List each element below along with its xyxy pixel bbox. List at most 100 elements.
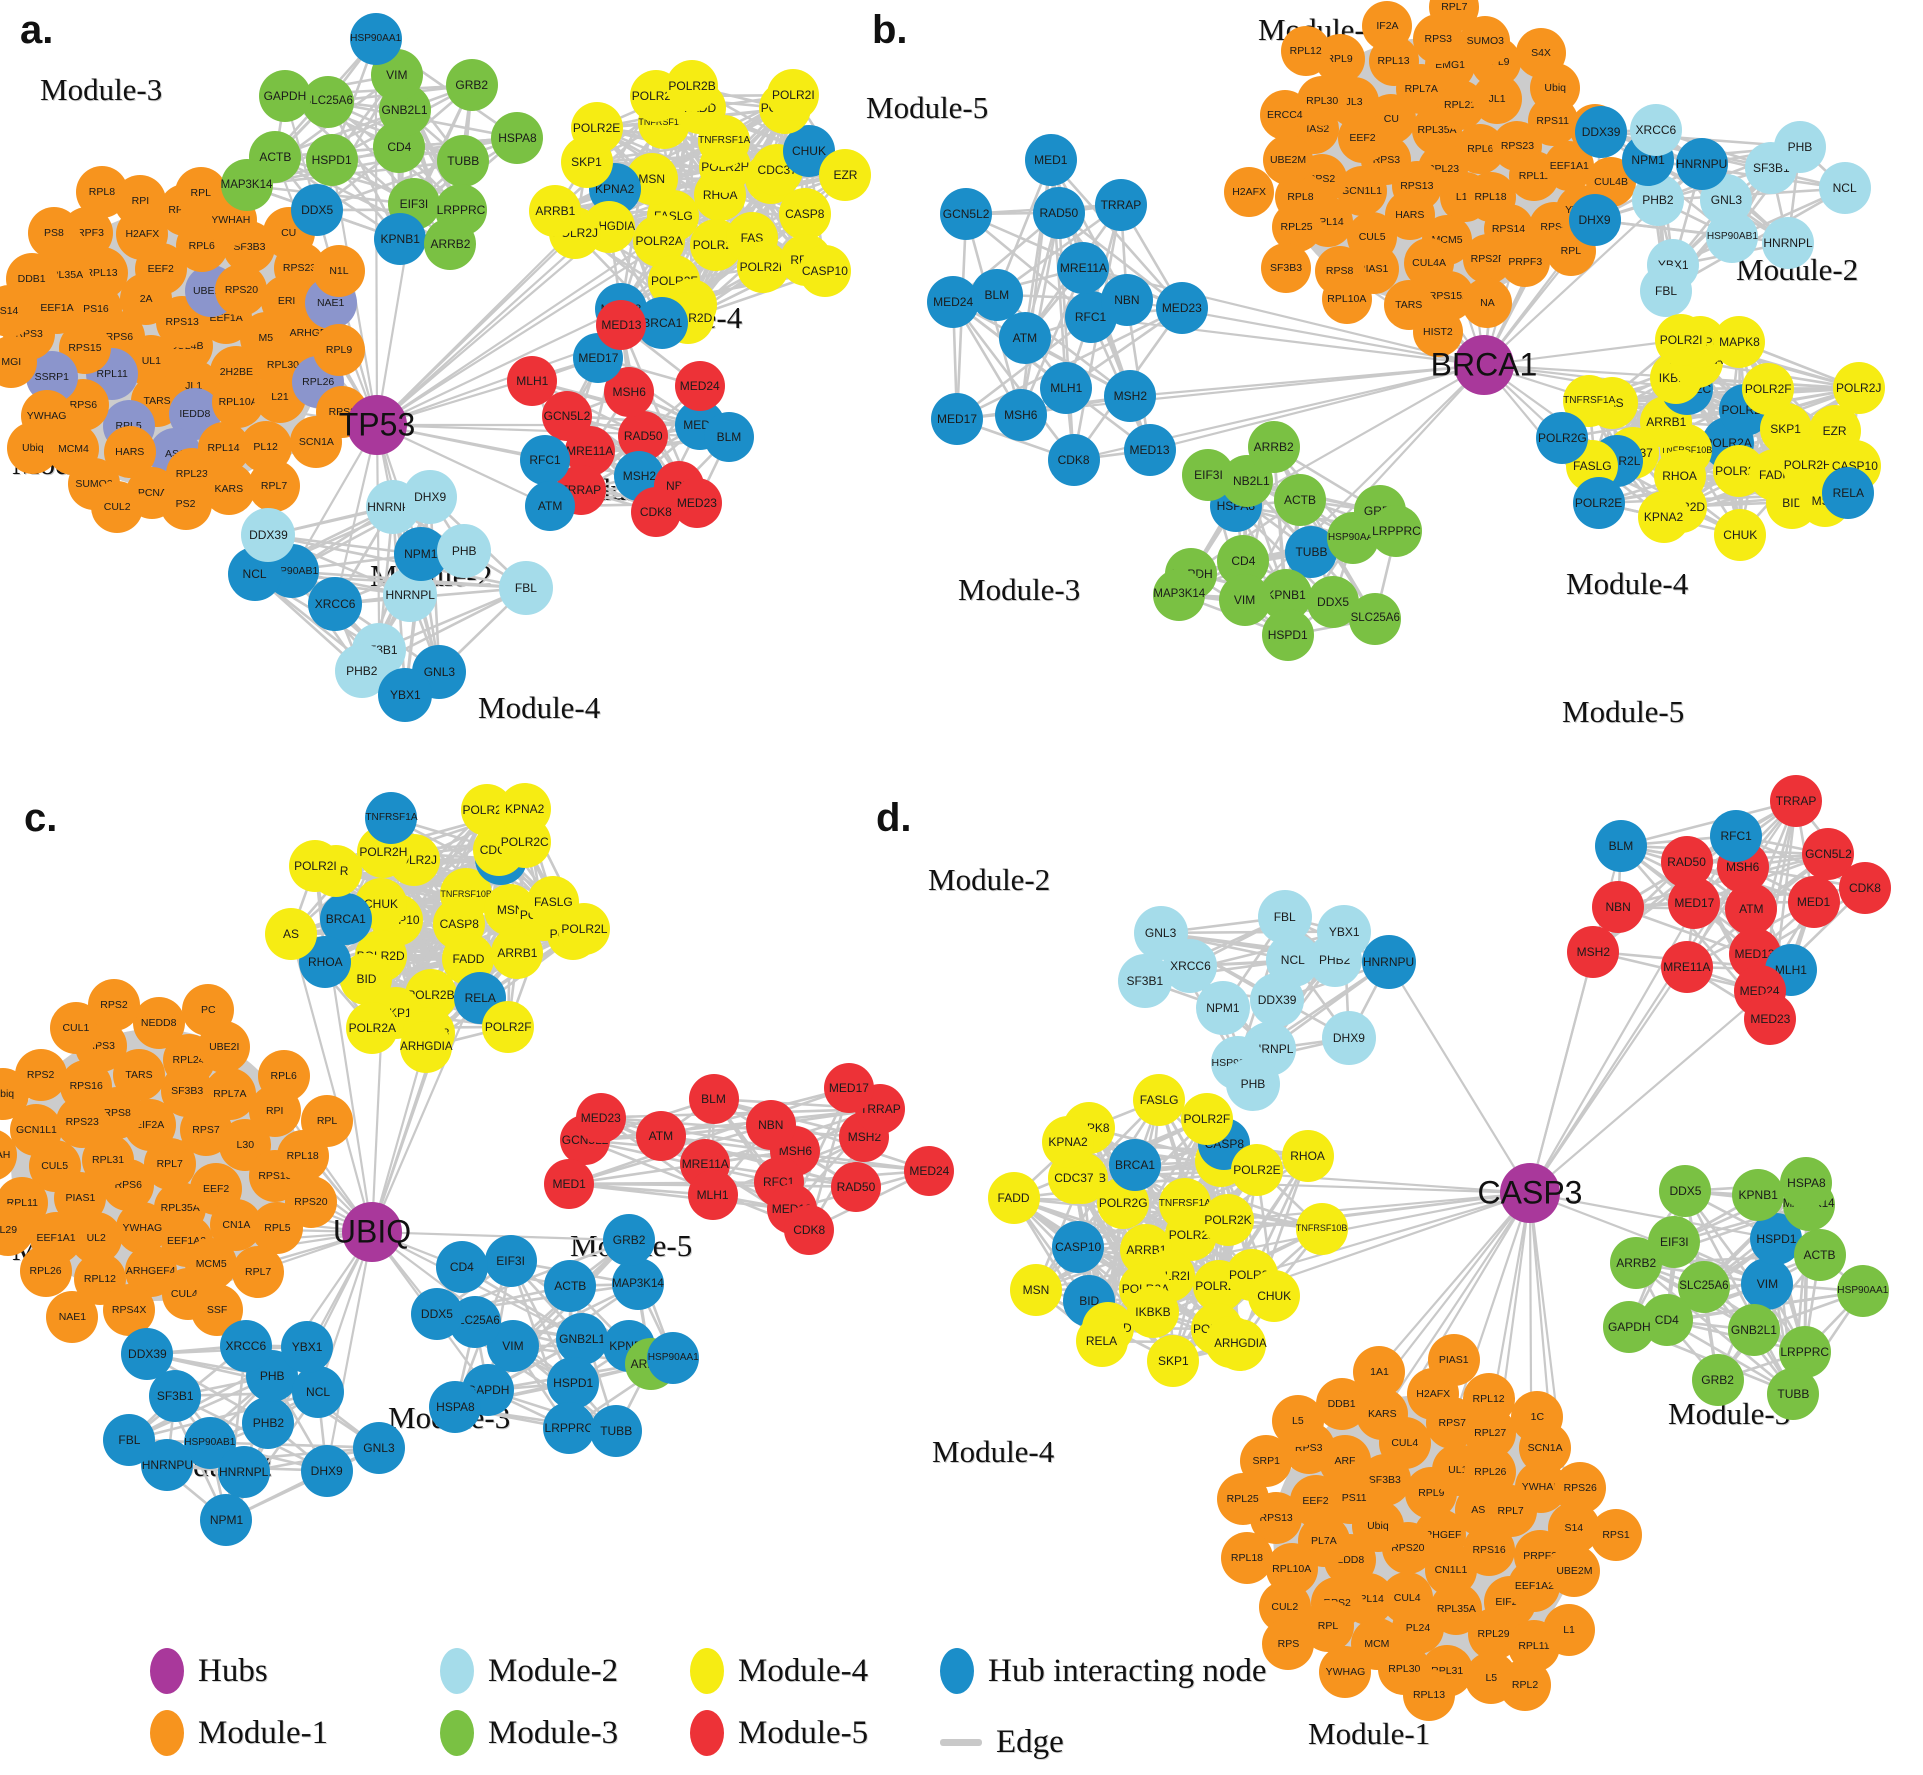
hub-node-casp3[interactable] <box>1500 1163 1560 1223</box>
panel-b-node-polr2j[interactable]: POLR2J <box>1832 362 1885 415</box>
panel-b-node-arrb2[interactable]: ARRB2 <box>1247 421 1300 474</box>
panel-d-node-actb[interactable]: ACTB <box>1793 1229 1846 1282</box>
panel-a-node-polr2b[interactable]: POLR2B <box>666 60 719 113</box>
panel-a-node-arrb1[interactable]: ARRB1 <box>529 185 582 238</box>
panel-a-node-brca1[interactable]: BRCA1 <box>636 296 689 349</box>
panel-a-node-ddx5[interactable]: DDX5 <box>291 184 344 237</box>
panel-d-module-1-node-l5[interactable]: L5 <box>1271 1395 1324 1448</box>
panel-a-node-med24[interactable]: MED24 <box>674 361 725 412</box>
panel-d-node-dhx9[interactable]: DHX9 <box>1321 1011 1376 1065</box>
panel-c-module-1-node-rpl26[interactable]: RPL26 <box>19 1245 72 1298</box>
panel-c-node-lrpprc[interactable]: LRPPRC <box>542 1402 595 1455</box>
panel-b-node-med1[interactable]: MED1 <box>1024 134 1077 187</box>
panel-b-node-atm[interactable]: ATM <box>998 312 1051 365</box>
panel-c-node-med24[interactable]: MED24 <box>904 1145 955 1196</box>
panel-c-node-polr2a[interactable]: POLR2A <box>346 1002 399 1055</box>
panel-b-node-gcn5l2[interactable]: GCN5L2 <box>940 188 993 241</box>
panel-d-node-fbl[interactable]: FBL <box>1257 890 1312 945</box>
panel-d-node-mre11a[interactable]: MRE11A <box>1660 941 1713 993</box>
panel-d-module-1-node-rps26[interactable]: RPS26 <box>1554 1461 1607 1514</box>
panel-b-node-blm[interactable]: BLM <box>970 268 1023 321</box>
panel-c-node-ncl[interactable]: NCL <box>292 1366 345 1419</box>
panel-a-node-mlh1[interactable]: MLH1 <box>507 355 558 406</box>
panel-a-node-casp8[interactable]: CASP8 <box>778 188 831 241</box>
panel-a-node-slc25a6[interactable]: SLC25A6 <box>302 75 355 128</box>
panel-a-node-polr2e[interactable]: POLR2E <box>570 102 623 155</box>
panel-d-node-vim[interactable]: VIM <box>1741 1258 1794 1311</box>
panel-d-node-grb2[interactable]: GRB2 <box>1691 1354 1744 1407</box>
panel-d-node-hsp90aa1[interactable]: HSP90AA1 <box>1836 1265 1889 1318</box>
panel-a-node-gnl3[interactable]: GNL3 <box>412 644 467 699</box>
panel-c-module-1-node-rpl[interactable]: RPL <box>301 1094 354 1147</box>
panel-d-node-tnfrsf10b[interactable]: TNFRSF10B <box>1295 1202 1348 1255</box>
panel-a-node-xrcc6[interactable]: XRCC6 <box>308 577 363 632</box>
panel-b-node-tnfrsf1a[interactable]: TNFRSF1A <box>1563 374 1615 427</box>
panel-d-node-ikbkb[interactable]: IKBKB <box>1126 1286 1179 1339</box>
panel-a-module-1-node-rpl9[interactable]: RPL9 <box>313 323 366 376</box>
panel-c-node-xrcc6[interactable]: XRCC6 <box>219 1319 272 1372</box>
panel-b-module-1-node-rpl10a[interactable]: RPL10A <box>1321 273 1372 324</box>
panel-a-module-1-node-n1l[interactable]: N1L <box>312 244 365 297</box>
panel-d-node-phb[interactable]: PHB <box>1225 1057 1280 1112</box>
panel-d-node-gnl3[interactable]: GNL3 <box>1133 905 1188 960</box>
panel-d-node-rhoa[interactable]: RHOA <box>1281 1129 1334 1182</box>
panel-b-node-mre11a[interactable]: MRE11A <box>1057 241 1110 294</box>
panel-d-node-ddx5[interactable]: DDX5 <box>1659 1165 1712 1218</box>
panel-b-node-ncl[interactable]: NCL <box>1818 162 1871 215</box>
panel-c-node-cd4[interactable]: CD4 <box>435 1241 488 1294</box>
panel-d-module-1-node-ube2m[interactable]: UBE2M <box>1548 1545 1601 1598</box>
panel-b-node-med24[interactable]: MED24 <box>927 275 980 328</box>
panel-c-node-ddx5[interactable]: DDX5 <box>410 1287 463 1340</box>
panel-b-node-mlh1[interactable]: MLH1 <box>1040 362 1093 415</box>
panel-c-node-cdk8[interactable]: CDK8 <box>784 1204 835 1255</box>
panel-c-module-1-node-rpl7[interactable]: RPL7 <box>232 1245 285 1298</box>
panel-a-module-1-node-rps20[interactable]: RPS20 <box>215 264 268 317</box>
panel-a-node-map3k14[interactable]: MAP3K14 <box>220 159 273 212</box>
panel-c-module-1-node-ywhah[interactable]: YWHAH <box>0 1129 17 1182</box>
panel-b-node-hsp90ab1[interactable]: HSP90AB1 <box>1706 210 1759 263</box>
panel-c-node-fbl[interactable]: FBL <box>103 1413 156 1466</box>
panel-c-node-med23[interactable]: MED23 <box>575 1092 626 1143</box>
panel-c-node-grb2[interactable]: GRB2 <box>603 1214 656 1267</box>
hub-node-ubiq[interactable] <box>342 1202 402 1262</box>
panel-b-module-1-node-sf3b3[interactable]: SF3B3 <box>1261 242 1311 293</box>
panel-b-module-1-node-rpl12[interactable]: RPL12 <box>1280 25 1331 76</box>
panel-c-node-polr2f[interactable]: POLR2F <box>482 1000 535 1053</box>
panel-c-node-rad50[interactable]: RAD50 <box>830 1161 881 1212</box>
panel-d-node-rela[interactable]: RELA <box>1075 1315 1128 1368</box>
panel-d-node-rad50[interactable]: RAD50 <box>1660 835 1713 888</box>
panel-b-module-1-node-rpl7[interactable]: RPL7 <box>1429 0 1480 32</box>
panel-c-node-dhx9[interactable]: DHX9 <box>300 1444 353 1497</box>
panel-a-module-1-node-ps8[interactable]: PS8 <box>27 206 80 259</box>
panel-c-node-npm1[interactable]: NPM1 <box>200 1494 253 1547</box>
panel-c-node-arhgdia[interactable]: ARHGDIA <box>400 1021 453 1074</box>
panel-d-node-fadd[interactable]: FADD <box>987 1172 1040 1225</box>
panel-d-node-rfc1[interactable]: RFC1 <box>1710 809 1763 862</box>
panel-b-node-med23[interactable]: MED23 <box>1155 281 1208 334</box>
panel-b-node-trrap[interactable]: TRRAP <box>1094 178 1147 231</box>
panel-b-node-med13[interactable]: MED13 <box>1123 424 1176 477</box>
panel-a-node-blm[interactable]: BLM <box>703 412 754 463</box>
panel-d-node-trrap[interactable]: TRRAP <box>1770 774 1823 827</box>
panel-c-node-mlh1[interactable]: MLH1 <box>687 1170 738 1221</box>
panel-d-module-1-node-rpl12[interactable]: RPL12 <box>1462 1373 1515 1426</box>
panel-d-node-brca1[interactable]: BRCA1 <box>1109 1139 1162 1192</box>
panel-b-node-xrcc6[interactable]: XRCC6 <box>1629 104 1682 157</box>
panel-d-node-gnb2l1[interactable]: GNB2L1 <box>1727 1304 1780 1357</box>
panel-b-node-actb[interactable]: ACTB <box>1273 474 1326 527</box>
panel-d-node-msn[interactable]: MSN <box>1009 1263 1062 1316</box>
panel-a-node-rfc1[interactable]: RFC1 <box>520 434 570 485</box>
panel-d-node-kpna2[interactable]: KPNA2 <box>1042 1116 1095 1169</box>
panel-c-node-hspd1[interactable]: HSPD1 <box>547 1357 600 1410</box>
panel-a-node-dhx9[interactable]: DHX9 <box>403 470 458 524</box>
panel-b-module-1-node-s4x[interactable]: S4X <box>1516 27 1567 78</box>
panel-b-node-rela[interactable]: RELA <box>1822 467 1875 520</box>
panel-d-node-hnrnpu[interactable]: HNRNPU <box>1361 935 1416 990</box>
panel-b-module-1-node-prpf3[interactable]: PRPF3 <box>1500 236 1551 287</box>
panel-c-node-ybx1[interactable]: YBX1 <box>281 1320 334 1373</box>
panel-a-node-atm[interactable]: ATM <box>525 481 576 532</box>
panel-a-node-med23[interactable]: MED23 <box>671 478 722 529</box>
panel-d-node-msh2[interactable]: MSH2 <box>1567 925 1620 978</box>
panel-a-node-polr2i[interactable]: POLR2I <box>767 69 820 122</box>
panel-b-node-rad50[interactable]: RAD50 <box>1032 186 1085 239</box>
